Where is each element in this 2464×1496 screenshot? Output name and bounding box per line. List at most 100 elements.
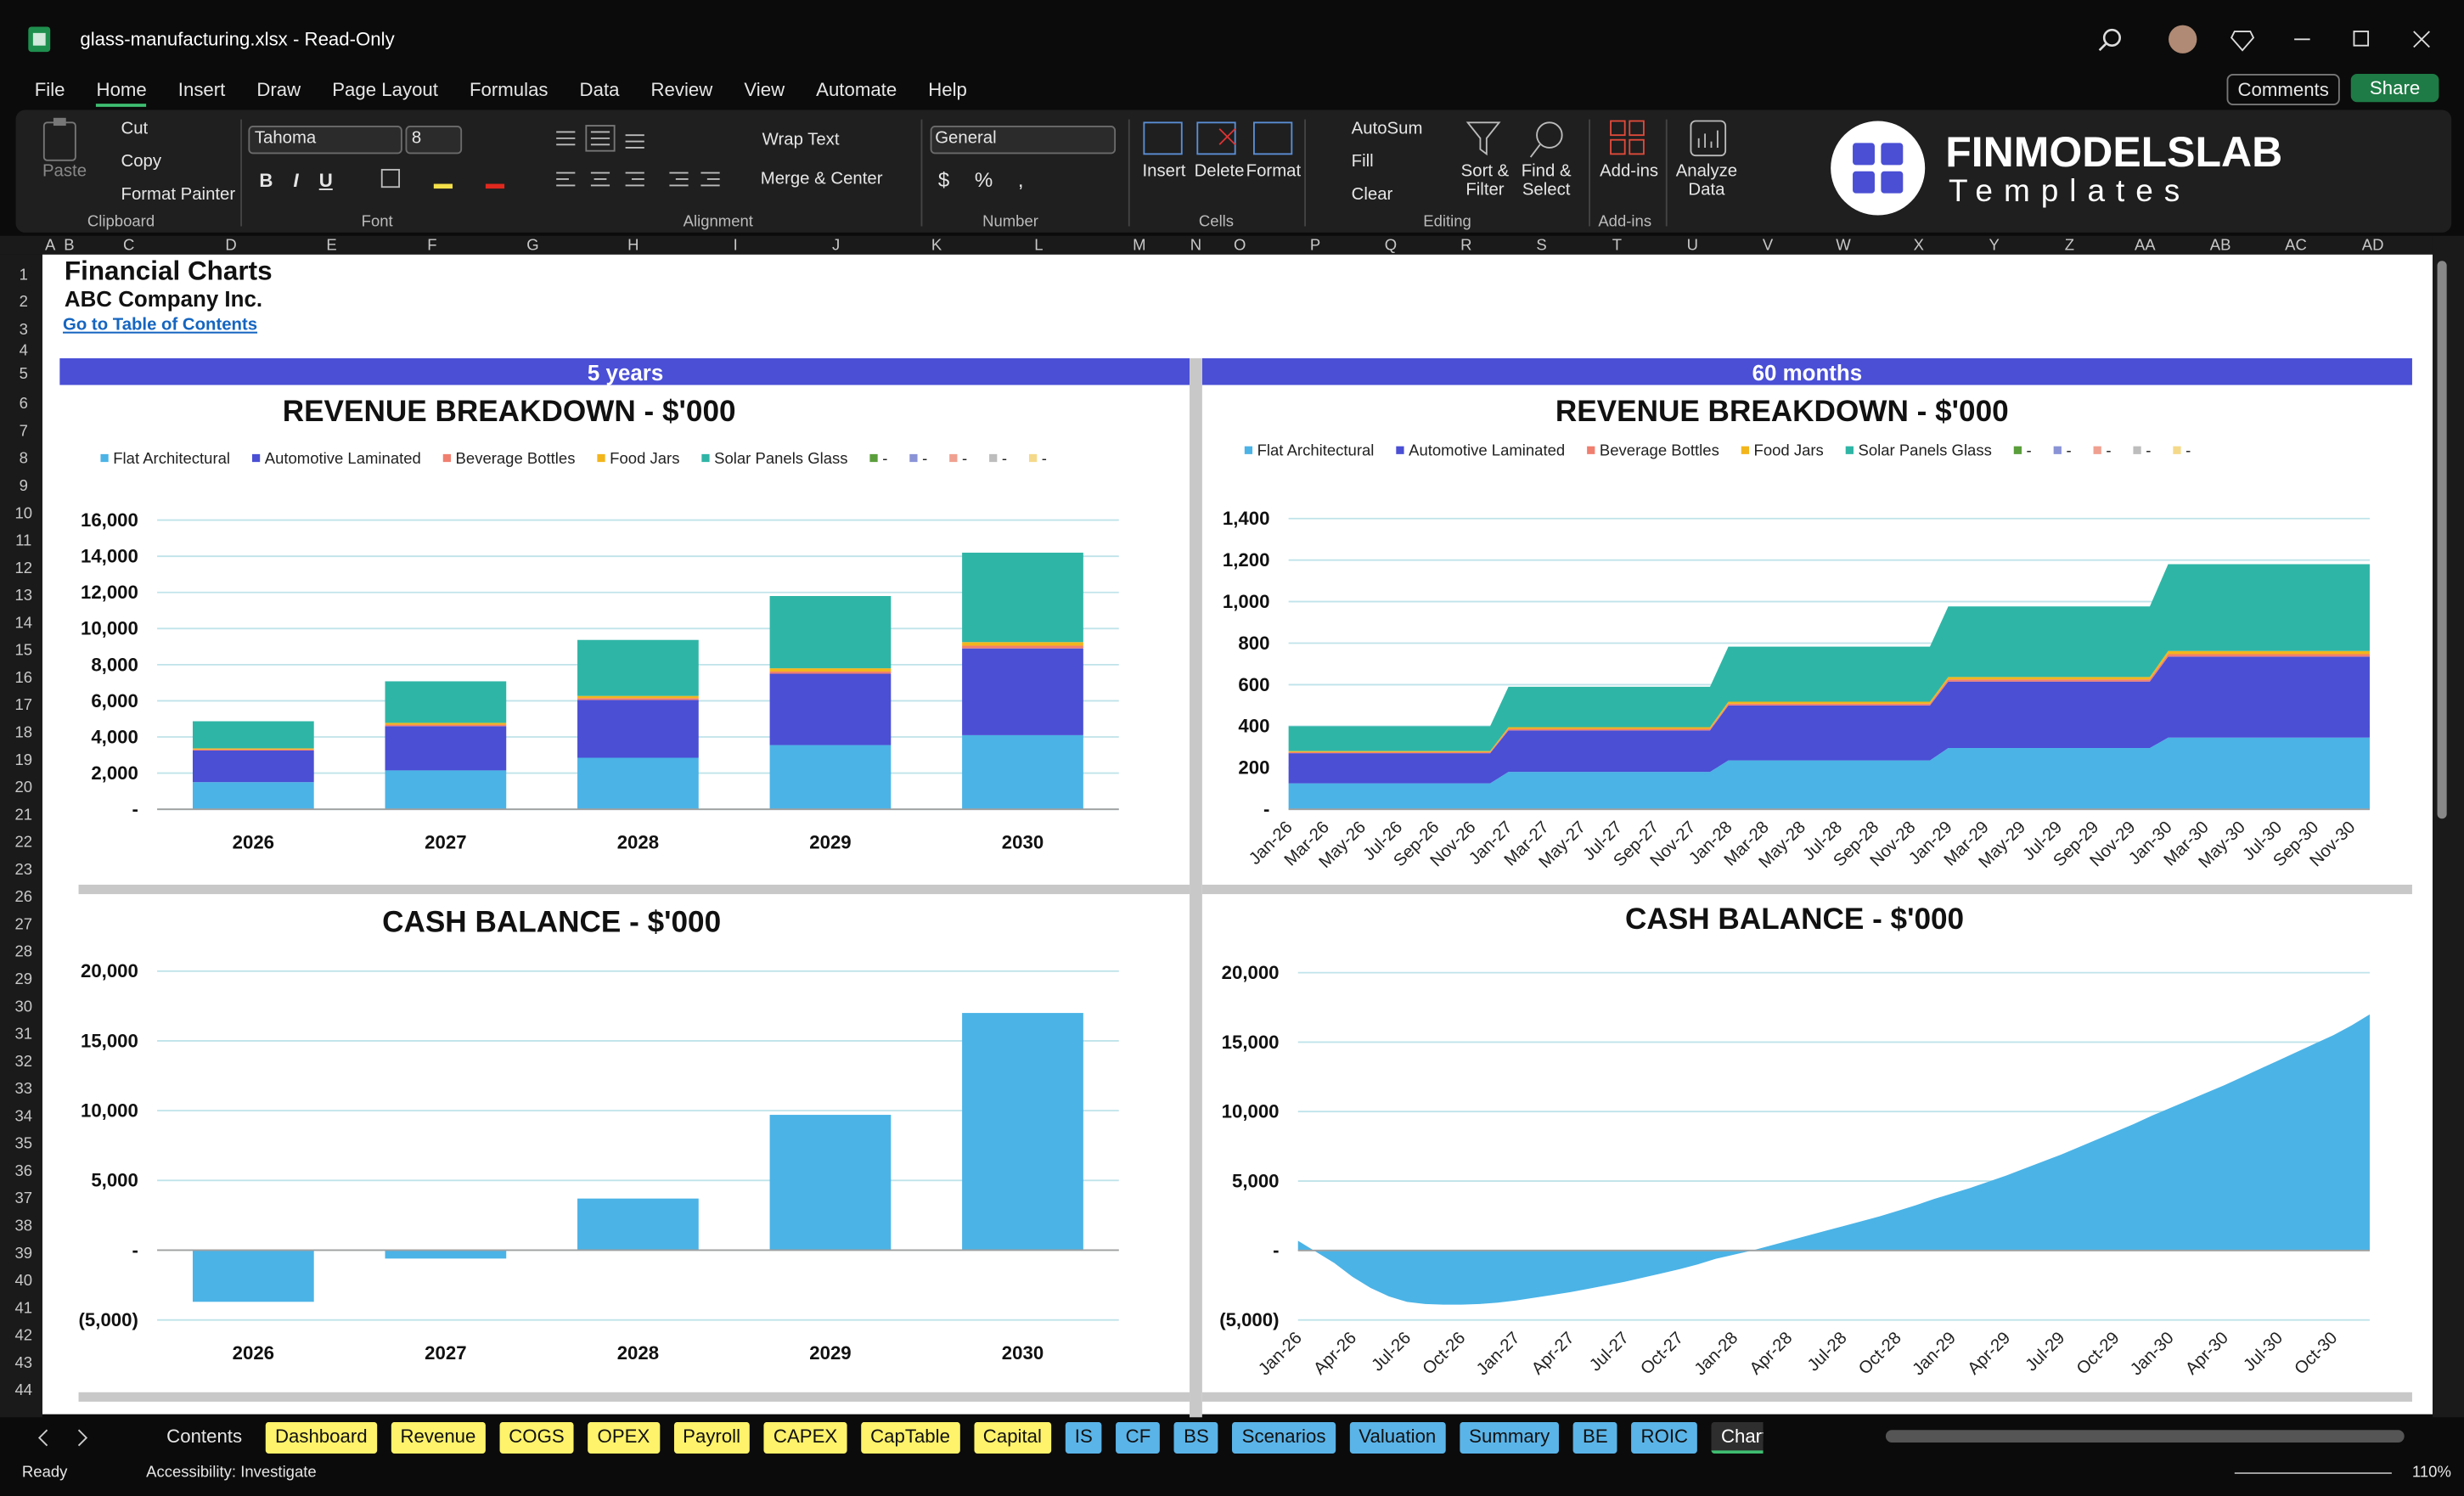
legend-swatch (1244, 446, 1253, 454)
excel-icon (28, 26, 51, 53)
delete-button[interactable]: Delete (1194, 161, 1245, 181)
section-label: 5 years (588, 362, 663, 385)
format-painter-button[interactable]: Format Painter (121, 185, 236, 205)
y-tick-label: 6,000 (91, 690, 138, 711)
logo-subtitle: Templates (1948, 174, 2191, 210)
font-name[interactable]: Tahoma (254, 128, 317, 148)
cut-button[interactable]: Cut (121, 119, 149, 138)
row-header: 40 (14, 1271, 32, 1289)
window-controls[interactable] (2090, 16, 2452, 64)
menu-item[interactable]: Page Layout (332, 78, 438, 101)
tab-nav[interactable] (28, 1426, 154, 1451)
analyze-data-button[interactable]: Analyze Data (1675, 161, 1738, 200)
number-style-button[interactable]: % (974, 168, 993, 192)
fill-button[interactable]: Fill (1351, 152, 1374, 172)
x-tick-label: 2029 (809, 831, 851, 852)
bar (192, 750, 314, 783)
bar (769, 1115, 892, 1251)
sheet-tab[interactable]: BS (1174, 1421, 1218, 1454)
sheet-tab[interactable]: COGS (499, 1421, 574, 1454)
sheet-tab[interactable]: CAPEX (763, 1421, 847, 1454)
sheet-tab[interactable]: BE (1572, 1421, 1617, 1454)
legend-swatch (597, 453, 605, 463)
sheet-tab[interactable]: Contents (166, 1425, 243, 1448)
menu-item[interactable]: Draw (256, 78, 301, 101)
menu-item[interactable]: Help (928, 78, 967, 101)
menu-item[interactable]: Automate (816, 78, 897, 101)
menu-item[interactable]: File (34, 78, 65, 101)
row-header: 43 (14, 1353, 32, 1371)
legend-swatch (1741, 446, 1749, 454)
area (1288, 564, 2370, 751)
bar (769, 745, 892, 810)
analyze-icon (1690, 120, 1727, 157)
column-header: B (64, 236, 74, 254)
font-style-button[interactable]: B (259, 169, 273, 192)
sheet-tab[interactable]: Revenue (391, 1421, 486, 1454)
row-header: 13 (14, 586, 32, 604)
legend-label: - (2106, 441, 2111, 459)
sheet-tab[interactable]: ROIC (1631, 1421, 1698, 1454)
sheet-tab[interactable]: Summary (1460, 1421, 1560, 1454)
clear-button[interactable]: Clear (1351, 185, 1393, 205)
zoom-level[interactable]: 110% (2411, 1464, 2451, 1482)
legend-label: Flat Architectural (1257, 441, 1375, 459)
merge-center-button[interactable]: Merge & Center (760, 169, 883, 189)
sheet-tab[interactable]: Capital (973, 1421, 1052, 1454)
sheet-tab[interactable]: CF (1116, 1421, 1161, 1454)
y-tick-label: 12,000 (81, 582, 138, 603)
menu-item[interactable]: Review (650, 78, 713, 101)
find-select-button[interactable]: Find & Select (1521, 161, 1572, 200)
sheet-tab[interactable]: IS (1065, 1421, 1102, 1454)
paste-button[interactable]: Paste (42, 161, 87, 181)
menu-item[interactable]: Insert (177, 78, 226, 101)
wrap-text-button[interactable]: Wrap Text (762, 130, 840, 149)
row-header: 41 (14, 1298, 32, 1316)
font-size[interactable]: 8 (411, 128, 422, 148)
number-format[interactable]: General (935, 128, 997, 148)
accessibility-status[interactable]: Accessibility: Investigate (146, 1464, 317, 1482)
sort-filter-button[interactable]: Sort & Filter (1460, 161, 1510, 200)
bar (769, 671, 892, 674)
comments-button[interactable]: Comments (2226, 73, 2340, 106)
legend-label: - (882, 449, 887, 467)
bar (962, 642, 1083, 646)
bar (962, 648, 1083, 735)
toc-link[interactable]: Go to Table of Contents (63, 316, 257, 335)
cells-icons (1143, 121, 1293, 155)
sheet-tab[interactable]: Payroll (673, 1421, 751, 1454)
font-style-button[interactable]: I (293, 169, 299, 192)
bar (769, 668, 892, 672)
insert-button[interactable]: Insert (1142, 161, 1186, 181)
number-style-button[interactable]: , (1017, 168, 1024, 192)
area (1288, 737, 2370, 810)
sheet-tab[interactable]: Valuation (1349, 1421, 1446, 1454)
number-style-button[interactable]: $ (937, 168, 950, 192)
font-style-button[interactable]: U (318, 169, 333, 192)
y-tick-label: 16,000 (81, 509, 138, 531)
sheet-tab[interactable]: Charts (1711, 1421, 1764, 1454)
menu-item[interactable]: Formulas (469, 78, 548, 101)
share-button[interactable]: Share (2350, 73, 2439, 103)
sheet-tab[interactable]: OPEX (588, 1421, 660, 1454)
copy-button[interactable]: Copy (121, 152, 162, 172)
y-tick-label: 5,000 (1232, 1170, 1280, 1191)
menu-item[interactable]: View (744, 78, 785, 101)
sheet-tab[interactable]: Dashboard (265, 1421, 377, 1454)
column-header: P (1310, 236, 1320, 254)
legend-swatch (869, 453, 878, 463)
autosum-button[interactable]: AutoSum (1351, 119, 1423, 138)
menu-item[interactable]: Home (96, 79, 147, 107)
sheet-tab[interactable]: Scenarios (1232, 1421, 1336, 1454)
legend-swatch (100, 453, 109, 463)
zoom-slider[interactable] (2234, 1472, 2392, 1475)
format-button[interactable]: Format (1246, 161, 1302, 181)
column-header: Q (1385, 236, 1397, 254)
menu-item[interactable]: Data (579, 78, 620, 101)
column-header: J (832, 236, 840, 254)
horizontal-scrollbar[interactable] (1885, 1430, 2405, 1443)
sheet-tab[interactable]: CapTable (860, 1421, 960, 1454)
add-ins-button[interactable]: Add-ins (1600, 161, 1659, 181)
x-tick-label: 2028 (617, 831, 659, 852)
legend-label: Food Jars (1754, 441, 1824, 459)
